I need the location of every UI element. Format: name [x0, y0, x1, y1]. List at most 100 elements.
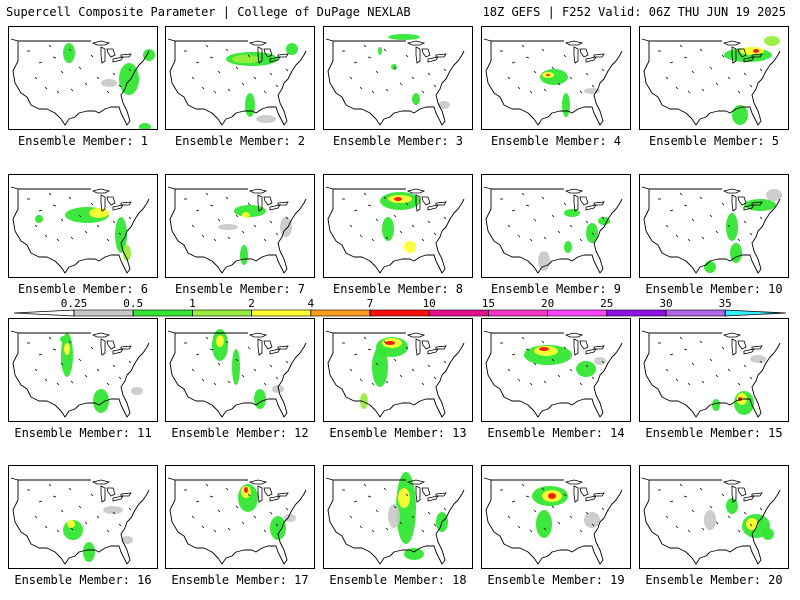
state-mark: [715, 230, 719, 234]
state-mark: [34, 368, 38, 372]
state-mark: [48, 336, 52, 340]
state-mark: [517, 234, 521, 238]
state-mark: [665, 224, 669, 228]
great-lake: [564, 188, 584, 194]
shading-blob: [378, 47, 382, 55]
state-mark: [737, 382, 741, 386]
state-mark: [195, 500, 200, 503]
state-mark: [195, 61, 200, 64]
ensemble-panel: Ensemble Member: 13: [323, 318, 473, 442]
ensemble-panel: Ensemble Member: 11: [8, 318, 158, 442]
great-lake: [106, 340, 116, 350]
ensemble-panel: Ensemble Member: 10: [639, 174, 789, 298]
state-mark: [96, 224, 100, 228]
shading-blob: [704, 510, 716, 530]
scp-shading: [712, 355, 766, 415]
state-mark: [285, 216, 289, 220]
state-mark: [665, 76, 669, 80]
state-mark: [201, 378, 205, 382]
colorbar-tick-label: 4: [307, 297, 314, 310]
state-mark: [34, 515, 38, 519]
state-mark: [253, 368, 257, 372]
great-lake: [722, 188, 742, 194]
great-lake: [585, 56, 597, 63]
state-mark: [687, 529, 691, 533]
great-lake: [427, 56, 439, 63]
member-map: [639, 174, 789, 278]
great-lake: [564, 40, 584, 46]
shading-blob: [564, 209, 580, 217]
great-lake: [112, 348, 124, 355]
state-mark: [691, 509, 695, 513]
state-mark: [399, 230, 403, 234]
state-mark: [112, 220, 116, 224]
great-lake: [406, 40, 426, 46]
state-mark: [579, 529, 583, 533]
shading-blob: [139, 123, 151, 129]
state-mark: [60, 362, 64, 366]
state-mark: [585, 220, 589, 224]
state-mark: [591, 232, 595, 236]
state-mark: [393, 358, 397, 362]
great-lake: [573, 485, 579, 503]
state-mark: [743, 511, 747, 515]
great-lake: [406, 479, 426, 485]
ensemble-panel: Ensemble Member: 14: [481, 318, 631, 442]
colorbar-high-end: [724, 309, 787, 317]
state-mark: [90, 54, 94, 58]
state-mark: [48, 192, 52, 196]
coastline: [641, 38, 781, 126]
coastline: [10, 38, 150, 126]
colorbar-tick-label: 0.5: [123, 297, 143, 310]
state-mark: [90, 346, 94, 350]
member-label: Ensemble Member: 7: [174, 282, 306, 296]
map-canvas: [483, 330, 623, 418]
state-mark: [759, 507, 763, 511]
shading-blob: [385, 341, 395, 345]
state-mark: [52, 348, 57, 351]
colorbar-tick-label: 15: [482, 297, 495, 310]
great-lake: [269, 204, 281, 211]
state-mark: [385, 527, 389, 531]
state-mark: [96, 368, 100, 372]
member-map: [165, 465, 315, 569]
colorbar-segment: [428, 309, 489, 317]
great-lake: [100, 485, 106, 503]
shading-blob: [232, 55, 260, 63]
state-mark: [34, 224, 38, 228]
state-mark: [70, 236, 74, 240]
state-mark: [749, 376, 753, 380]
scp-shading: [226, 43, 298, 123]
state-mark: [201, 86, 205, 90]
state-mark: [241, 521, 245, 525]
state-mark: [521, 336, 525, 340]
state-mark: [433, 84, 437, 88]
map-canvas: [167, 477, 307, 565]
state-mark: [34, 76, 38, 80]
great-lake: [751, 53, 763, 58]
member-map: [165, 318, 315, 422]
shading-blob: [762, 528, 774, 540]
state-mark: [737, 90, 741, 94]
state-mark: [349, 224, 353, 228]
state-mark: [541, 487, 545, 491]
shading-blob: [562, 93, 570, 117]
ensemble-panel: Ensemble Member: 2: [165, 26, 315, 150]
coastline: [641, 186, 781, 274]
shading-blob: [704, 261, 716, 273]
state-mark: [683, 56, 688, 59]
state-mark: [551, 505, 555, 509]
state-mark: [247, 54, 251, 58]
great-lake: [435, 53, 447, 58]
state-mark: [563, 202, 567, 206]
state-mark: [375, 362, 379, 366]
state-mark: [665, 515, 669, 519]
member-label: Ensemble Member: 18: [329, 573, 467, 587]
state-mark: [118, 84, 122, 88]
map-canvas: [10, 38, 155, 129]
state-mark: [691, 70, 695, 74]
shading-blob: [270, 516, 286, 540]
great-lake: [593, 345, 605, 350]
state-mark: [363, 483, 367, 487]
member-map: [8, 26, 158, 130]
